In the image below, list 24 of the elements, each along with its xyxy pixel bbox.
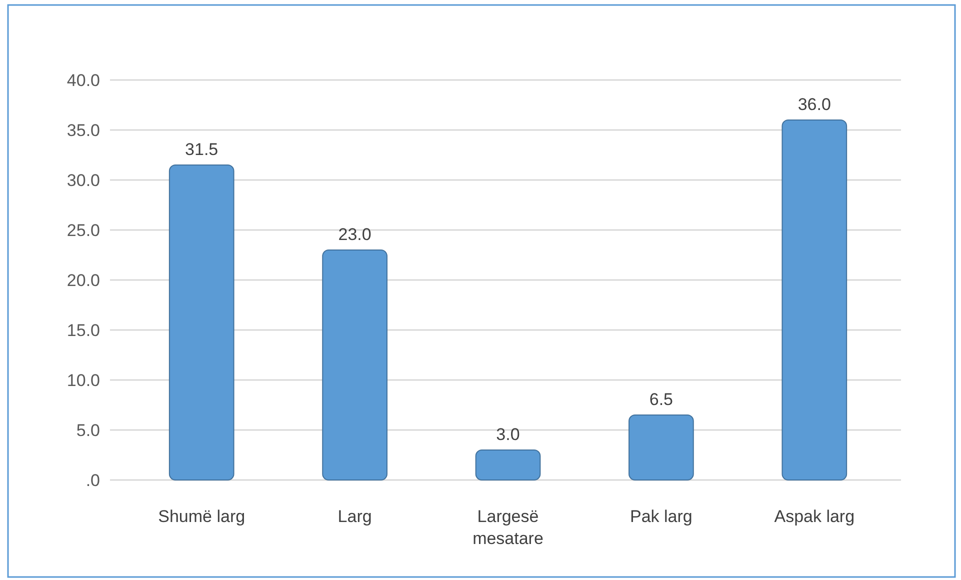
x-tick-label: Largesë mesatare bbox=[472, 507, 544, 548]
x-tick-label: Aspak larg bbox=[774, 507, 855, 526]
data-label: 36.0 bbox=[798, 95, 831, 114]
y-tick-label: 30.0 bbox=[66, 170, 100, 190]
y-tick-label: .0 bbox=[86, 470, 100, 490]
x-tick-label: Pak larg bbox=[630, 507, 692, 526]
y-tick-label: 10.0 bbox=[66, 370, 100, 390]
x-tick-label: Shumë larg bbox=[158, 507, 246, 526]
data-label: 6.5 bbox=[649, 390, 674, 409]
bar bbox=[475, 450, 541, 480]
bar bbox=[628, 414, 694, 480]
y-tick-label: 40.0 bbox=[66, 70, 100, 90]
data-label: 31.5 bbox=[185, 140, 218, 159]
data-label: 3.0 bbox=[496, 425, 520, 444]
bar bbox=[168, 164, 234, 480]
y-tick-label: 5.0 bbox=[76, 420, 100, 440]
y-tick-label: 35.0 bbox=[66, 120, 100, 140]
bar bbox=[782, 120, 848, 480]
y-tick-label: 15.0 bbox=[66, 320, 100, 340]
y-tick-label: 20.0 bbox=[66, 270, 100, 290]
x-tick-label: Larg bbox=[338, 507, 372, 526]
bar bbox=[322, 250, 388, 480]
data-label: 23.0 bbox=[338, 225, 372, 244]
y-tick-label: 25.0 bbox=[66, 220, 100, 240]
